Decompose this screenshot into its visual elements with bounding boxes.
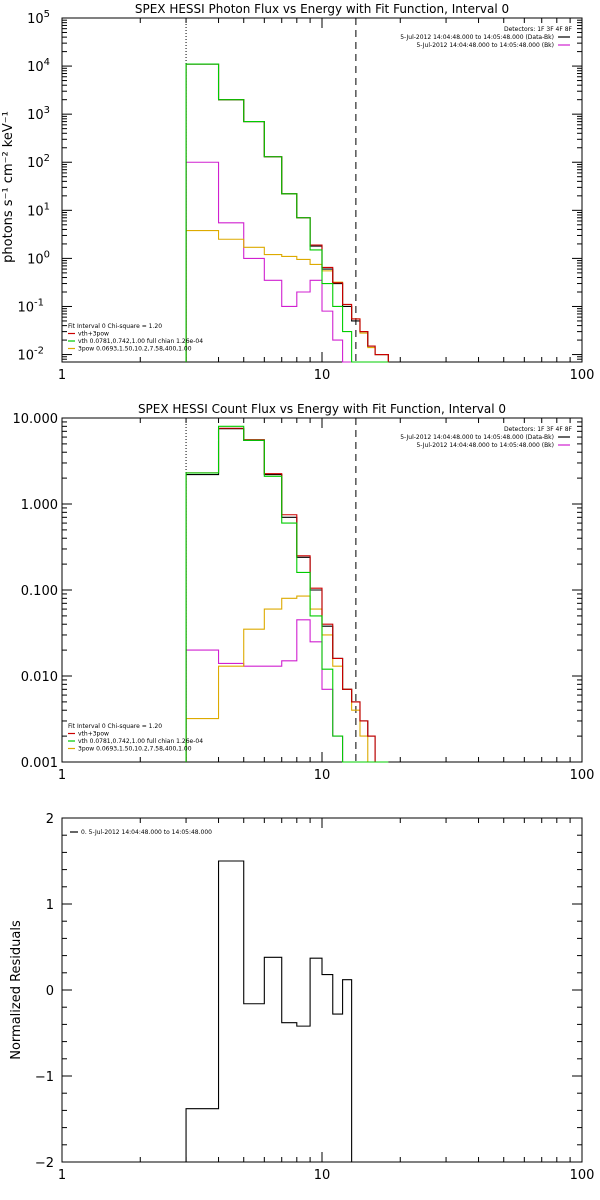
photon-flux-x-tick-label: 10	[314, 368, 331, 383]
count-flux-series-background	[185, 619, 389, 763]
photon-flux-fit-legend-item: vth 0.0781,0.742,1.00 full chian 1.26e-0…	[78, 338, 203, 345]
photon-flux-y-tick-label: 104	[27, 57, 50, 75]
residuals-y-tick-label: −1	[35, 1070, 54, 1085]
photon-flux-y-tick-label: 105	[27, 9, 50, 27]
photon-flux-x-tick-label: 100	[570, 368, 595, 383]
count-flux-series-vth	[185, 425, 389, 763]
residuals-plot: 1 10 100 −2 −1 0 1 2 0. 5-Jul-2012 14:04:48.000 …	[35, 812, 595, 1183]
count-flux-x-tick-label: 100	[570, 768, 595, 783]
count-flux-series-3pow	[185, 595, 389, 763]
photon-flux-data-interval-label: 5-Jul-2012 14:04:48.000 to 14:05:48.000 …	[400, 34, 554, 41]
count-flux-fit-legend-title: Fit Interval 0 Chi-square = 1.20	[68, 723, 162, 730]
photon-flux-plot: 1 10 100 10-2 10-1 100 101 102 103 104 105 Detector…	[17, 9, 594, 383]
residuals-x-tick-label: 1	[58, 1168, 66, 1183]
residuals-y-tick-label: 1	[46, 898, 54, 913]
photon-flux-bk-interval-label: 5-Jul-2012 14:04:48.000 to 14:05:48.000 …	[416, 42, 554, 49]
residuals-panel: Normalized Residuals 1 10 100 −2 −1 0 1 2 0. 5-J…	[9, 812, 594, 1183]
count-flux-data-interval-label: 5-Jul-2012 14:04:48.000 to 14:05:48.000 …	[400, 434, 554, 441]
residuals-y-tick-label: −2	[35, 1156, 54, 1171]
count-flux-y-tick-label: 0.010	[21, 670, 58, 685]
photon-flux-y-tick-label: 102	[27, 153, 50, 171]
photon-flux-title: SPEX HESSI Photon Flux vs Energy with Fi…	[135, 2, 509, 16]
photon-flux-fit-legend-item: vth+3pow	[78, 331, 109, 338]
photon-flux-detectors-label: Detectors: 1F 3F 4F 8F	[504, 26, 573, 33]
count-flux-x-tick-label: 10	[314, 768, 331, 783]
count-flux-detectors-label: Detectors: 1F 3F 4F 8F	[504, 426, 573, 433]
count-flux-fit-legend-item: 3pow 0.0693,1.50,10.2,7.58,400,1.00	[78, 746, 192, 753]
photon-flux-fit-legend-title: Fit Interval 0 Chi-square = 1.20	[68, 323, 162, 330]
residuals-series-residuals	[185, 860, 353, 1162]
residuals-plot-frame	[61, 817, 583, 1163]
photon-flux-series-data	[185, 63, 389, 362]
photon-flux-series-total	[185, 63, 389, 362]
residuals-y-tick-label: 2	[46, 812, 54, 827]
photon-flux-series-vth	[185, 63, 389, 363]
photon-flux-y-tick-label: 101	[27, 201, 50, 219]
count-flux-y-tick-label: 10.000	[13, 412, 59, 427]
photon-flux-x-tick-label: 1	[58, 368, 66, 383]
photon-flux-y-tick-label: 103	[27, 105, 50, 123]
count-flux-x-tick-label: 1	[58, 768, 66, 783]
residuals-legend-label: 0. 5-Jul-2012 14:04:48.000 to 14:05:48.0…	[81, 829, 212, 836]
residuals-y-axis-label: Normalized Residuals	[9, 920, 24, 1060]
photon-flux-y-tick-label: 10-2	[17, 346, 44, 364]
photon-flux-y-axis-label: photons s⁻¹ cm⁻² keV⁻¹	[1, 111, 16, 263]
count-flux-series-data	[185, 428, 389, 763]
count-flux-fit-legend-item: vth 0.0781,0.742,1.00 full chian 1.26e-0…	[78, 738, 203, 745]
photon-flux-y-tick-label: 10-1	[17, 297, 44, 315]
photon-flux-series-background	[185, 161, 389, 363]
count-flux-series-total	[185, 427, 389, 763]
photon-flux-y-tick-label: 100	[27, 249, 50, 267]
residuals-x-tick-label: 100	[570, 1168, 595, 1183]
count-flux-y-tick-label: 0.100	[21, 584, 58, 599]
count-flux-plot: 1 10 100 0.001 0.010 0.100 1.000 10.000 Detector…	[13, 412, 595, 783]
count-flux-y-tick-label: 0.001	[21, 756, 58, 771]
photon-flux-panel: SPEX HESSI Photon Flux vs Energy with Fi…	[1, 2, 594, 383]
count-flux-title: SPEX HESSI Count Flux vs Energy with Fit…	[138, 402, 506, 416]
residuals-x-tick-label: 10	[314, 1168, 331, 1183]
count-flux-panel: SPEX HESSI Count Flux vs Energy with Fit…	[13, 402, 595, 783]
count-flux-fit-legend-item: vth+3pow	[78, 731, 109, 738]
residuals-y-tick-label: 0	[46, 984, 54, 999]
count-flux-bk-interval-label: 5-Jul-2012 14:04:48.000 to 14:05:48.000 …	[416, 442, 554, 449]
photon-flux-fit-legend-item: 3pow 0.0693,1.50,10.2,7.58,400,1.00	[78, 346, 192, 353]
photon-flux-series-3pow	[185, 229, 389, 362]
count-flux-y-tick-label: 1.000	[21, 498, 58, 513]
